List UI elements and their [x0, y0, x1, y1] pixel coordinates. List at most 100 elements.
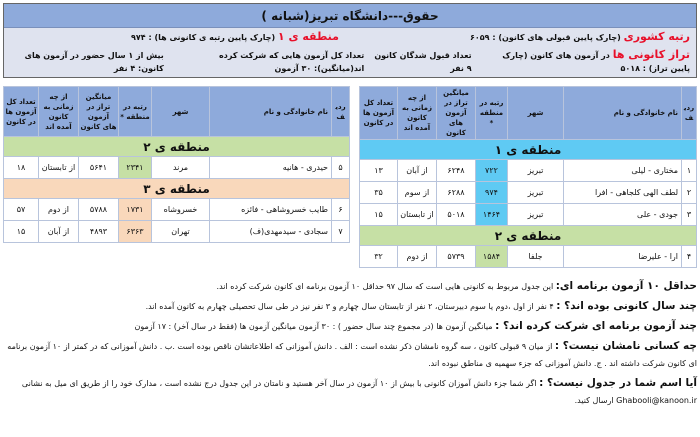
- column-header: میانگین تراز در آزمون های کانون: [436, 86, 476, 140]
- total-exams: ۱۵: [3, 220, 39, 243]
- header-row: ردیف نام خانوادگی و نام شهر رتبه در منطقه *…: [359, 86, 697, 140]
- row-number: ۷: [331, 220, 350, 243]
- taraz-info: تراز کانونی ها در آزمون های کانون (چارک …: [482, 48, 690, 75]
- note-paragraph: چه کسانی نامشان نیست؟ : از میان ۹ قبولی …: [7, 338, 697, 372]
- total-exams: ۳۵: [359, 181, 398, 204]
- row-number: ۶: [331, 198, 350, 221]
- column-header: ردیف: [681, 86, 697, 140]
- note-heading: آیا اسم شما در جدول نیست؟ :: [539, 377, 697, 389]
- table-row: ۶ طایب خسروشاهی - فائزه خسروشاه ۱۷۳۱ ۵۷۸۸ از …: [3, 198, 350, 221]
- total-exams: ۱۳: [359, 159, 398, 182]
- column-header: تعداد کل آزمون ها در کانون: [359, 86, 398, 140]
- column-header: شهر: [507, 86, 564, 140]
- city: جلفا: [507, 245, 564, 268]
- table-row: ۴ ارا - علیرضا جلفا ۱۵۸۴ ۵۷۳۹ از دوم ۳۲: [359, 245, 697, 268]
- region-rank: ۱۷۳۱: [118, 198, 152, 221]
- table-row: ۵ حیدری - هانیه مرند ۲۳۴۱ ۵۶۴۱ از تابستان ۱۸: [3, 156, 350, 179]
- header-row-1: رتبه کشوری (چارک پایین قبولی های کانون) …: [4, 28, 696, 46]
- joined-since: از تابستان: [38, 156, 79, 179]
- region-rank: ۷۲۲: [475, 159, 508, 182]
- results-table-right: ردیف نام خانوادگی و نام شهر رتبه در منطقه *…: [359, 86, 697, 268]
- row-number: ۳: [681, 203, 697, 226]
- note-text: از میان ۹ قبولی کانون ، سه گروه نامشان ذ…: [7, 342, 697, 368]
- joined-since: از آبان: [38, 220, 79, 243]
- total-exams: ۵۷: [3, 198, 39, 221]
- note-text: ۴ نفر از اول ،دوم یا سوم دبیرستان، ۲ نفر…: [145, 302, 557, 311]
- notes-section: حداقل ۱۰ آزمون برنامه ای: این جدول مربوط…: [7, 278, 697, 409]
- joined-since: از دوم: [397, 245, 437, 268]
- results-table-left: ردیف نام خانوادگی و نام شهر رتبه در منطقه *…: [3, 86, 350, 243]
- student-name: مختاری - لیلی: [563, 159, 682, 182]
- taraz-text: در آزمون های کانون (چارک پایین تراز) : ۵…: [502, 51, 690, 73]
- student-name: ارا - علیرضا: [563, 245, 682, 268]
- city: تبریز: [507, 203, 564, 226]
- exam-count: تعداد کل آزمون هایی که شرکت کرده اند(میا…: [219, 51, 365, 73]
- region-row: منطقه ی ۲: [3, 136, 350, 157]
- total-exams: ۱۸: [3, 156, 39, 179]
- student-name: لطف الهی کلجاهی - افرا: [563, 181, 682, 204]
- region-rank: ۱۵۸۴: [475, 245, 508, 268]
- header-row-2: تراز کانونی ها در آزمون های کانون (چارک …: [4, 46, 696, 77]
- region-rank: منطقه ی ۱ (چارک پایین رتبه ی کانونی ها) …: [10, 30, 339, 44]
- joined-since: از آبان: [397, 159, 437, 182]
- table-row: ۷ سجادی - سیدمهدی(ف) تهران ۶۳۶۳ ۴۸۹۳ از آبان ۱…: [3, 220, 350, 243]
- total-exams: ۳۲: [359, 245, 398, 268]
- average-score: ۵۶۴۱: [78, 156, 119, 179]
- note-paragraph: آیا اسم شما در جدول نیست؟ : اگر شما جزء …: [7, 375, 697, 409]
- note-heading: حداقل ۱۰ آزمون برنامه ای:: [555, 280, 697, 292]
- column-header: از چه زمانی به کانون آمده اند: [397, 86, 437, 140]
- column-header: شهر: [151, 86, 210, 137]
- note-text: میانگین آزمون ها (در مجموع چند سال حضور …: [134, 322, 496, 331]
- taraz-label: تراز کانونی ها: [612, 48, 690, 61]
- total-exams: ۱۵: [359, 203, 398, 226]
- summary-header: حقوق---دانشگاه تبریز(شبانه ) رتبه کشوری …: [3, 3, 697, 78]
- column-header: رتبه در منطقه *: [475, 86, 508, 140]
- table-row: ۲ لطف الهی کلجاهی - افرا تبریز ۹۷۴ ۶۲۸۸ از سو…: [359, 181, 697, 204]
- note-heading: چند سال کانونی بوده اند؟ :: [556, 300, 697, 312]
- note-text: اگر شما جزء دانش آموزان کانونی با بیش از…: [21, 379, 697, 405]
- tables-area: ردیف نام خانوادگی و نام شهر رتبه در منطقه *…: [3, 86, 697, 268]
- region-row: منطقه ی ۱: [359, 139, 697, 160]
- region-rank: ۲۳۴۱: [118, 156, 152, 179]
- note-text: این جدول مربوط به کانونی هایی است که سال…: [216, 282, 556, 291]
- column-header: نام خانوادگی و نام: [209, 86, 332, 137]
- average-score: ۵۷۸۸: [78, 198, 119, 221]
- row-number: ۵: [331, 156, 350, 179]
- years-info: بیش از ۱ سال حضور در آزمون های کانون: ۴ …: [24, 51, 164, 73]
- column-header: تعداد کل آزمون ها در کانون: [3, 86, 39, 137]
- note-heading: چند آزمون برنامه ای شرکت کرده اند؟ :: [495, 320, 697, 332]
- average-score: ۵۷۳۹: [436, 245, 476, 268]
- city: خسروشاه: [151, 198, 210, 221]
- region-row: منطقه ی ۳: [3, 178, 350, 199]
- accepted-count: تعداد قبول شدگان کانون ۹ نفر: [374, 51, 472, 73]
- page-title: حقوق---دانشگاه تبریز(شبانه ): [4, 4, 696, 28]
- student-name: طایب خسروشاهی - فائزه: [209, 198, 332, 221]
- column-header: از چه زمانی به کانون آمده اند: [38, 86, 79, 137]
- column-header: میانگین تراز در آزمون های کانون: [78, 86, 119, 137]
- city: تهران: [151, 220, 210, 243]
- average-score: ۵۰۱۸: [436, 203, 476, 226]
- rank-label: رتبه کشوری: [623, 30, 690, 43]
- note-paragraph: چند آزمون برنامه ای شرکت کرده اند؟ : میا…: [7, 318, 698, 335]
- city: مرند: [151, 156, 210, 179]
- region-row: منطقه ی ۲: [359, 225, 697, 246]
- header-row: ردیف نام خانوادگی و نام شهر رتبه در منطقه *…: [3, 86, 350, 137]
- region-rank: ۱۴۶۴: [475, 203, 508, 226]
- column-header: ردیف: [331, 86, 350, 137]
- rank-text: (چارک پایین قبولی های کانون) : ۶۰۵۹: [470, 33, 621, 42]
- region-heading: منطقه ی ۲: [359, 225, 697, 246]
- note-heading: چه کسانی نامشان نیست؟ :: [554, 340, 697, 352]
- joined-since: از دوم: [38, 198, 79, 221]
- student-name: سجادی - سیدمهدی(ف): [209, 220, 332, 243]
- average-score: ۶۲۸۸: [436, 181, 476, 204]
- joined-since: از تابستان: [397, 203, 437, 226]
- region-heading: منطقه ی ۲: [3, 136, 350, 157]
- row-number: ۴: [681, 245, 697, 268]
- city: تبریز: [507, 181, 564, 204]
- national-rank: رتبه کشوری (چارک پایین قبولی های کانون) …: [349, 30, 690, 44]
- average-score: ۶۲۴۸: [436, 159, 476, 182]
- note-paragraph: چند سال کانونی بوده اند؟ : ۴ نفر از اول …: [7, 298, 697, 315]
- average-score: ۴۸۹۳: [78, 220, 119, 243]
- table-row: ۳ جودی - علی تبریز ۱۴۶۴ ۵۰۱۸ از تابستان ۱۵: [359, 203, 697, 226]
- note-paragraph: حداقل ۱۰ آزمون برنامه ای: این جدول مربوط…: [7, 278, 697, 295]
